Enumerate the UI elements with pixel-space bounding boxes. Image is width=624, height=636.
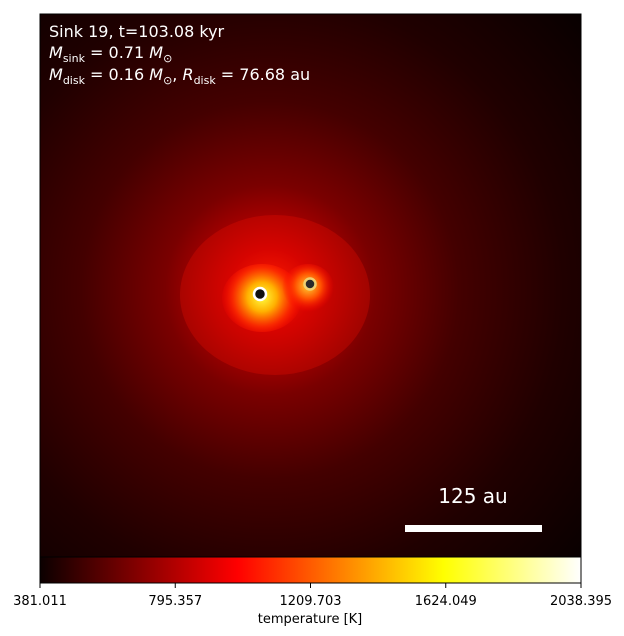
colorbar-tick-label: 1209.703 [279, 594, 341, 609]
colorbar-tick-label: 1624.049 [415, 594, 477, 609]
sink-title: Sink 19, t=103.08 kyr [49, 22, 225, 41]
colorbar [40, 557, 581, 583]
scalebar-label: 125 au [438, 484, 507, 508]
colorbar-tick-label: 795.357 [148, 594, 202, 609]
colorbar-tick-label: 2038.395 [550, 594, 612, 609]
colorbar-tick-label: 381.011 [13, 594, 67, 609]
disk-properties-line: Mdisk = 0.16 M⊙, Rdisk = 76.68 au [49, 65, 310, 87]
scalebar [405, 525, 542, 532]
secondary-sink-marker [303, 277, 317, 291]
colorbar-label: temperature [K] [258, 612, 363, 627]
colorbar-ticks: 381.011 795.357 1209.703 1624.049 2038.395 [13, 583, 612, 609]
sink-mass-line: Msink = 0.71 M⊙ [49, 43, 172, 65]
primary-sink-marker [252, 286, 268, 302]
temperature-image [40, 14, 581, 557]
